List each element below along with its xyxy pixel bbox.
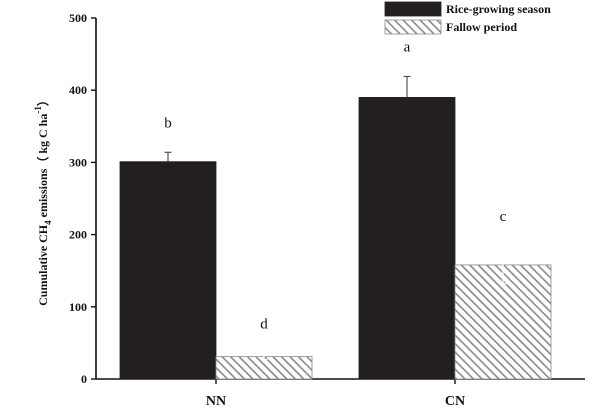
bar	[358, 97, 456, 380]
legend-swatch	[384, 1, 442, 17]
y-tick-label: 300	[69, 155, 87, 169]
significance-letter: d	[260, 317, 268, 333]
legend-swatch	[384, 19, 442, 35]
significance-letter: a	[404, 39, 411, 55]
y-axis-title: Cumulative CH4 emissions（ kg C ha-1）	[33, 94, 53, 306]
legend-label: Rice-growing season	[446, 2, 551, 16]
plot-area: 0 100 200 300 400 500 Cumulative CH4 emissions…	[33, 11, 585, 409]
y-tick-label: 500	[69, 11, 87, 25]
legend: Rice-growing season Fallow period	[384, 1, 551, 35]
x-category-label: NN	[206, 394, 226, 409]
bar	[119, 161, 217, 380]
y-tick-label: 200	[69, 228, 87, 242]
y-tick-label: 400	[69, 83, 87, 97]
significance-letter: b	[164, 115, 172, 131]
y-tick-label: 0	[81, 372, 87, 386]
significance-letter: c	[500, 209, 507, 225]
y-tick-label: 100	[69, 300, 87, 314]
x-category-label: CN	[445, 394, 465, 409]
legend-label: Fallow period	[446, 20, 517, 34]
